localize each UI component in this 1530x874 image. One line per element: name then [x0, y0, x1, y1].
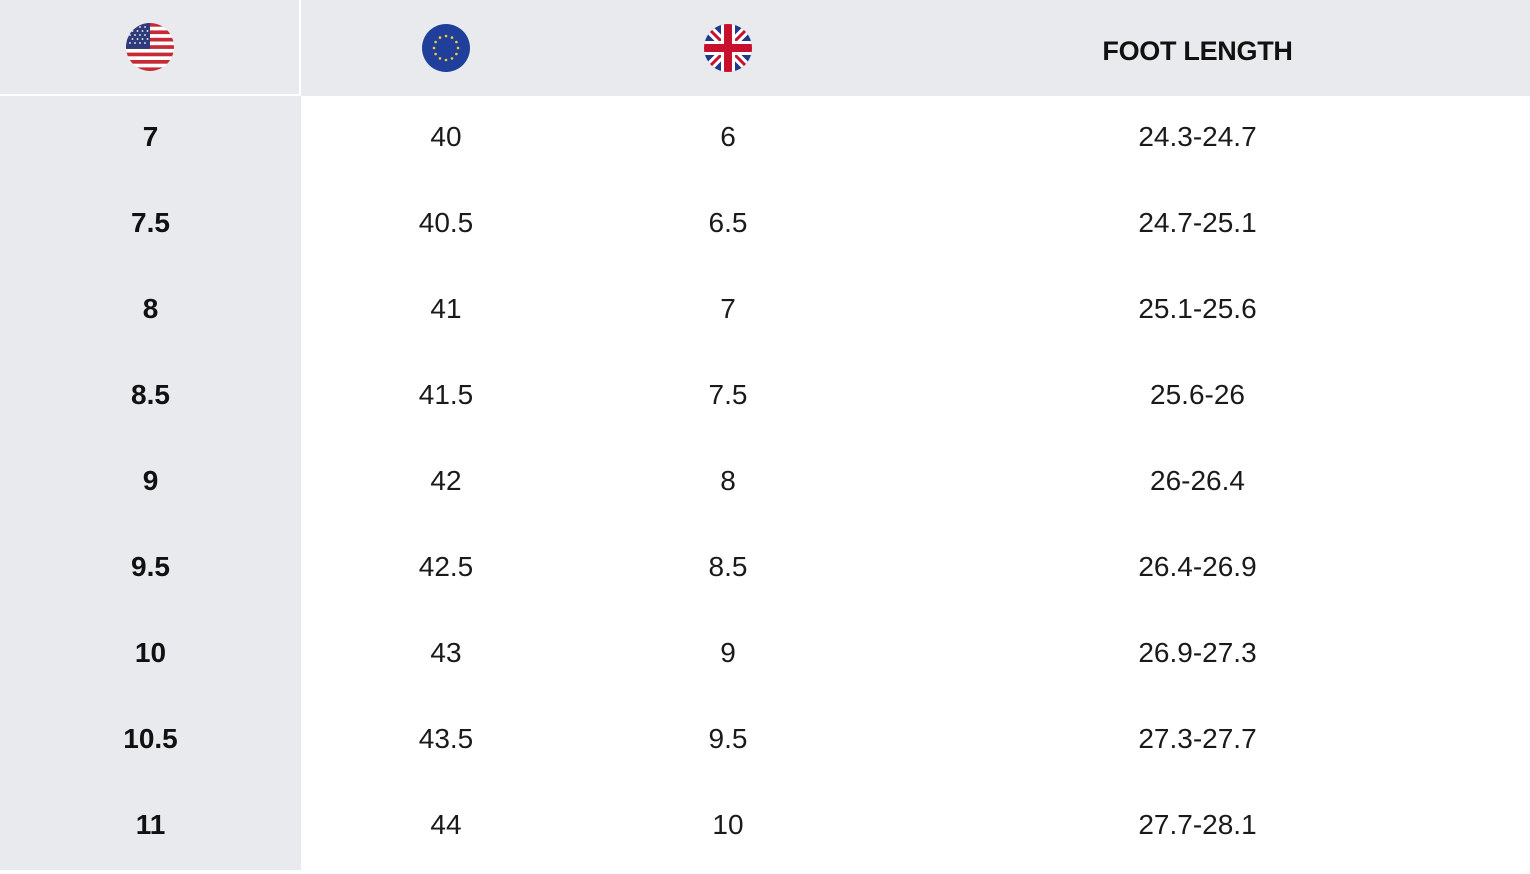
- cell-us-size: 11: [0, 784, 301, 870]
- cell-eu-size: 42: [301, 440, 591, 526]
- cell-foot-length: 25.6-26: [865, 354, 1530, 440]
- header-eu: [301, 0, 591, 96]
- cell-uk-size: 8: [591, 440, 865, 526]
- uk-flag-icon: [704, 24, 752, 72]
- cell-eu-size: 43: [301, 612, 591, 698]
- cell-foot-length: 25.1-25.6: [865, 268, 1530, 354]
- eu-flag-icon: [422, 24, 470, 72]
- header-foot-length: FOOT LENGTH: [865, 0, 1530, 96]
- cell-uk-size: 9.5: [591, 698, 865, 784]
- cell-uk-size: 6: [591, 96, 865, 182]
- header-us: [0, 0, 301, 96]
- us-flag-icon: [126, 23, 174, 71]
- cell-uk-size: 7: [591, 268, 865, 354]
- cell-eu-size: 40: [301, 96, 591, 182]
- cell-us-size: 10.5: [0, 698, 301, 784]
- cell-uk-size: 6.5: [591, 182, 865, 268]
- cell-foot-length: 27.7-28.1: [865, 784, 1530, 870]
- cell-us-size: 8.5: [0, 354, 301, 440]
- cell-eu-size: 44: [301, 784, 591, 870]
- cell-foot-length: 27.3-27.7: [865, 698, 1530, 784]
- cell-foot-length: 26.4-26.9: [865, 526, 1530, 612]
- cell-us-size: 10: [0, 612, 301, 698]
- header-uk: [591, 0, 865, 96]
- cell-eu-size: 43.5: [301, 698, 591, 784]
- cell-eu-size: 41: [301, 268, 591, 354]
- cell-eu-size: 41.5: [301, 354, 591, 440]
- cell-uk-size: 7.5: [591, 354, 865, 440]
- cell-foot-length: 24.7-25.1: [865, 182, 1530, 268]
- cell-foot-length: 26.9-27.3: [865, 612, 1530, 698]
- cell-eu-size: 40.5: [301, 182, 591, 268]
- cell-us-size: 7: [0, 96, 301, 182]
- cell-foot-length: 26-26.4: [865, 440, 1530, 526]
- cell-us-size: 9: [0, 440, 301, 526]
- cell-us-size: 7.5: [0, 182, 301, 268]
- cell-us-size: 8: [0, 268, 301, 354]
- cell-uk-size: 8.5: [591, 526, 865, 612]
- cell-uk-size: 9: [591, 612, 865, 698]
- cell-foot-length: 24.3-24.7: [865, 96, 1530, 182]
- cell-uk-size: 10: [591, 784, 865, 870]
- cell-us-size: 9.5: [0, 526, 301, 612]
- cell-eu-size: 42.5: [301, 526, 591, 612]
